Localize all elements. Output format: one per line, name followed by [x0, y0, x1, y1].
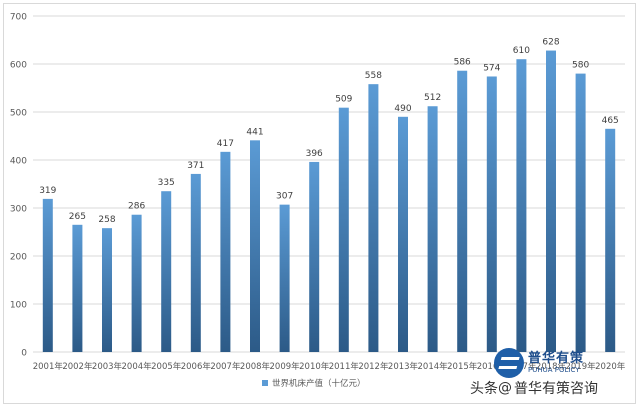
x-tick-label: 2013年: [388, 361, 419, 372]
data-label: 509: [335, 95, 352, 105]
bar: [338, 107, 349, 353]
bar: [279, 204, 290, 352]
data-label: 396: [306, 149, 323, 159]
x-tick-label: 2008年: [240, 361, 271, 372]
y-tick-label: 600: [10, 61, 27, 71]
bar: [190, 173, 201, 352]
bar: [220, 151, 231, 352]
x-tick-label: 2012年: [358, 361, 389, 372]
bar: [72, 224, 83, 352]
legend-label: 世界机床产值（十亿元）: [272, 378, 366, 389]
watermark-source-prefix: 头条: [470, 381, 498, 397]
data-label: 371: [187, 161, 204, 171]
data-label: 417: [217, 139, 234, 149]
data-label: 610: [513, 46, 530, 56]
data-label: 512: [424, 93, 441, 103]
y-tick-label: 300: [10, 205, 27, 215]
bar: [457, 70, 468, 352]
x-tick-label: 2002年: [62, 361, 93, 372]
data-label: 319: [39, 186, 56, 196]
data-label: 628: [542, 38, 559, 48]
y-tick-label: 500: [10, 109, 27, 119]
x-tick-label: 2010年: [299, 361, 330, 372]
data-label: 558: [365, 71, 382, 81]
bar: [368, 84, 379, 352]
x-tick-label: 2016年: [477, 361, 508, 372]
x-tick-label: 2006年: [181, 361, 212, 372]
bar: [398, 116, 408, 352]
x-tick-label: 2005年: [151, 361, 182, 372]
data-label: 586: [454, 58, 471, 68]
bar: [575, 73, 586, 352]
bar: [516, 59, 527, 352]
data-label: 490: [394, 104, 411, 114]
x-tick-label: 2007年: [210, 361, 241, 372]
watermark-at: @: [498, 380, 512, 396]
bar: [102, 228, 112, 352]
bar: [605, 128, 616, 352]
x-tick-label: 2011年: [329, 361, 360, 372]
bar: [42, 198, 53, 352]
y-tick-label: 200: [10, 253, 27, 263]
data-label: 258: [98, 215, 115, 225]
x-tick-label: 2019年: [566, 361, 597, 372]
watermark-source: 头条 @ 普华有策咨询: [470, 378, 598, 398]
data-label: 307: [276, 192, 293, 202]
watermark-logo-cn: 普华有策: [528, 351, 585, 366]
data-label: 580: [572, 61, 589, 71]
bar: [161, 191, 172, 352]
x-tick-label: 2020年: [595, 361, 626, 372]
y-tick-label: 0: [21, 349, 27, 359]
data-label: 286: [128, 202, 145, 212]
y-tick-label: 700: [10, 13, 27, 23]
puhua-logo-icon: [494, 348, 524, 378]
data-label: 574: [483, 63, 500, 73]
data-label: 441: [246, 127, 263, 137]
x-tick-label: 2004年: [122, 361, 153, 372]
x-tick-label: 2001年: [33, 361, 64, 372]
y-tick-label: 400: [10, 157, 27, 167]
x-tick-label: 2003年: [92, 361, 123, 372]
bar: [486, 76, 497, 352]
bar: [309, 161, 320, 352]
data-label: 335: [158, 178, 175, 188]
data-label: 465: [602, 116, 619, 126]
y-tick-label: 100: [10, 301, 27, 311]
watermark-logo: 普华有策 PUHUA POLICY: [494, 348, 584, 378]
bar: [131, 214, 142, 352]
data-label: 265: [69, 212, 86, 222]
legend-swatch: [262, 380, 268, 386]
x-tick-label: 2015年: [447, 361, 478, 372]
x-tick-label: 2009年: [270, 361, 301, 372]
bar: [427, 106, 438, 353]
watermark-source-name: 普华有策咨询: [514, 381, 598, 397]
bar: [250, 140, 260, 352]
x-tick-label: 2018年: [536, 361, 567, 372]
watermark-logo-en: PUHUA POLICY: [528, 366, 580, 374]
bar: [546, 50, 556, 353]
x-tick-label: 2014年: [418, 361, 449, 372]
